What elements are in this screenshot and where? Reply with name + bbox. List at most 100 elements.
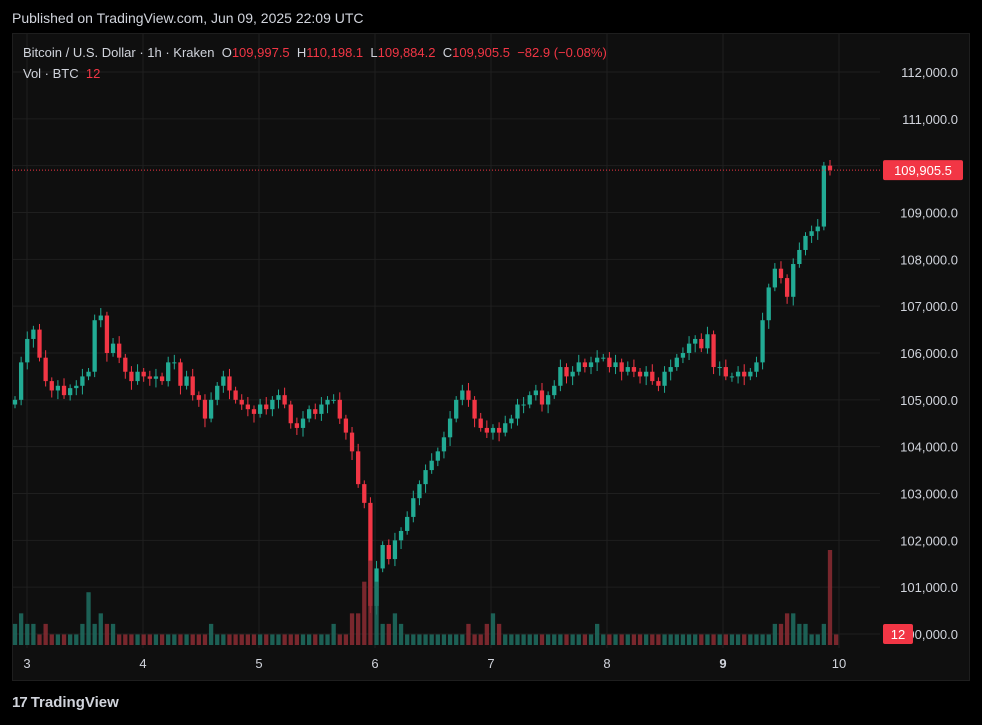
candle-body (313, 409, 318, 414)
candle-body (552, 385, 557, 396)
high-value: 110,198.1 (306, 45, 364, 60)
volume-bar (784, 613, 790, 645)
candle-body (558, 367, 563, 386)
candle-body (594, 357, 600, 363)
volume-bar (821, 623, 827, 645)
volume-bar (447, 634, 453, 645)
volume-bar (809, 634, 814, 645)
volume-bar (833, 634, 839, 645)
candle-body (141, 371, 146, 377)
volume-bar (374, 581, 379, 645)
volume-bar (251, 634, 257, 645)
candle-body (460, 390, 465, 400)
candle-body (723, 367, 728, 377)
low-label: L (370, 45, 378, 60)
candle-body (190, 376, 195, 396)
volume-bar (18, 613, 24, 645)
candle-body (466, 390, 471, 400)
candle-body (809, 231, 814, 236)
candle-body (729, 376, 735, 378)
candle-body (356, 451, 361, 485)
candle-body (662, 371, 667, 386)
candle-body (276, 395, 281, 400)
volume-bar (686, 634, 692, 645)
candle-body (405, 516, 410, 531)
candle-body (392, 540, 398, 560)
candle-body (337, 399, 342, 419)
volume-bar (466, 623, 471, 645)
candle-body (215, 385, 220, 400)
volume-bar (178, 634, 183, 645)
candle-body (447, 418, 453, 438)
candle-body (545, 395, 551, 405)
candle-body (202, 399, 208, 419)
candle-body (791, 264, 796, 297)
candle-body (705, 334, 710, 349)
volume-bar (380, 623, 385, 645)
x-tick-label: 5 (255, 656, 262, 671)
candle-body (564, 367, 569, 377)
volume-bar (791, 613, 796, 645)
volume-bar (772, 623, 777, 645)
volume-bar (705, 634, 710, 645)
volume-bar (208, 623, 214, 645)
candle-body (760, 320, 765, 363)
volume-bar (159, 634, 165, 645)
candle-body (18, 362, 24, 400)
candle-body (325, 399, 330, 405)
volume-bar (49, 634, 54, 645)
x-tick-label: 8 (603, 656, 610, 671)
volume-bar (245, 634, 251, 645)
volume-bar (503, 634, 508, 645)
volume-bar (331, 623, 336, 645)
volume-bar (693, 634, 698, 645)
candle-body (435, 451, 440, 461)
change-value: −82.9 (−0.08%) (517, 45, 607, 60)
volume-bar (454, 634, 459, 645)
candle-body (257, 404, 263, 414)
close-label: C (442, 45, 453, 60)
tradingview-brand: TradingView (30, 694, 119, 711)
volume-bar (202, 634, 208, 645)
ohlc-legend: Bitcoin / U.S. Dollar · 1h · Kraken O109… (23, 45, 607, 60)
volume-bar (588, 634, 594, 645)
candle-body (693, 338, 698, 344)
volume-bar (564, 634, 569, 645)
open-value: 109,997.5 (231, 45, 290, 60)
volume-bar (392, 613, 398, 645)
volume-bar (31, 623, 36, 645)
volume-bar (362, 581, 367, 645)
candle-body (251, 409, 257, 414)
y-tick-label: 103,000.0 (900, 487, 958, 502)
candle-body (637, 371, 643, 377)
tradingview-logo[interactable]: 17 TradingView (12, 694, 119, 711)
candle-body (778, 268, 784, 279)
candle-body (588, 362, 594, 368)
volume-bar (325, 634, 330, 645)
candle-body (25, 338, 30, 363)
volume-bar (656, 634, 661, 645)
volume-bar (276, 634, 281, 645)
volume-bar (478, 634, 483, 645)
volume-bar (576, 634, 581, 645)
y-tick-label: 111,000.0 (902, 112, 958, 127)
volume-bar (12, 623, 18, 645)
candle-body (386, 545, 391, 560)
candle-body (306, 409, 312, 419)
volume-bar (699, 634, 704, 645)
candle-body (172, 362, 177, 364)
candle-body (31, 329, 36, 339)
volume-bar (533, 634, 539, 645)
tradingview-logo-icon: 17 (12, 694, 28, 711)
volume-bar (815, 634, 820, 645)
candle-body (423, 470, 428, 485)
candle-body (331, 399, 336, 401)
volume-bar (356, 613, 361, 645)
candle-body (159, 376, 165, 382)
last-price-label: 109,905.5 (894, 163, 952, 178)
volume-bar (735, 634, 741, 645)
candle-body (368, 502, 373, 606)
volume-bar (405, 634, 410, 645)
volume-bar (257, 634, 263, 645)
